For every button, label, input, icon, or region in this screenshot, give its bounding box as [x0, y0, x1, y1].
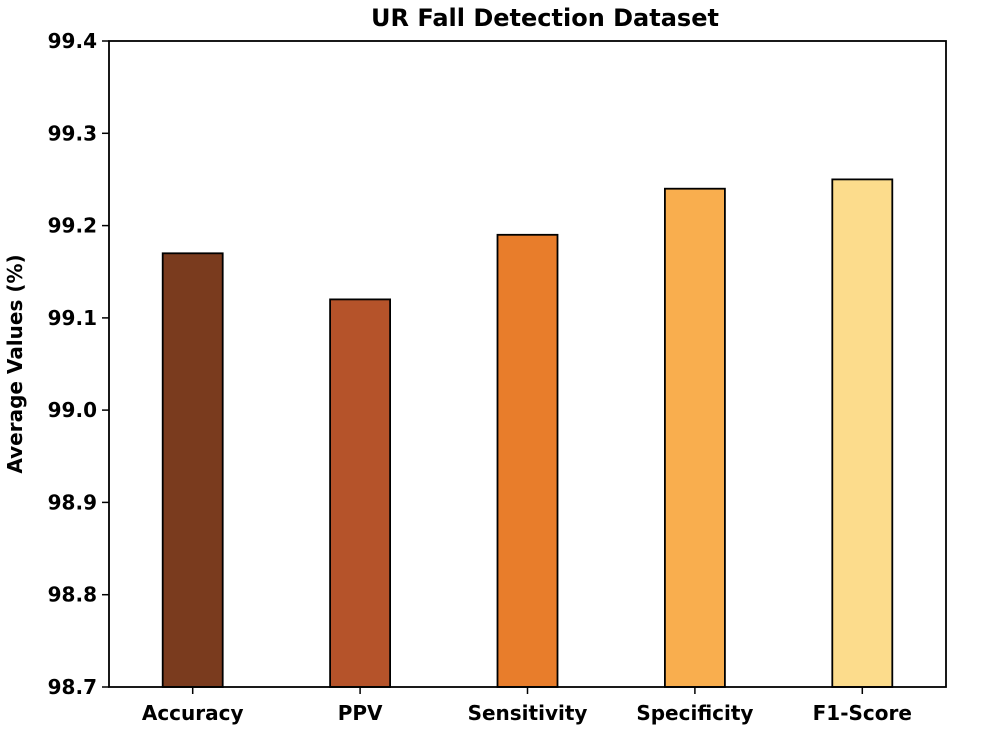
y-tick-label: 99.1 — [48, 306, 97, 330]
y-tick-label: 99.2 — [48, 214, 97, 238]
y-tick-label: 99.4 — [48, 29, 97, 53]
x-tick-label: Accuracy — [142, 701, 244, 725]
bar-accuracy — [161, 252, 224, 688]
y-tick-label: 98.9 — [48, 490, 97, 514]
bar-ppv — [329, 298, 392, 688]
chart-title: UR Fall Detection Dataset — [371, 4, 719, 32]
x-tick-label: PPV — [338, 701, 383, 725]
y-ticks-layer: 98.7 98.8 98.9 99.0 99.1 99.2 99.3 99.4 — [48, 29, 109, 699]
x-tick-label: Sensitivity — [468, 701, 588, 725]
y-tick-label: 99.0 — [48, 398, 97, 422]
bars-layer — [161, 178, 894, 688]
bar-sensitivity — [496, 233, 559, 688]
y-tick-label: 98.8 — [48, 583, 97, 607]
y-tick-label: 99.3 — [48, 121, 97, 145]
x-tick-label: F1-Score — [813, 701, 912, 725]
x-tick-label: Specificity — [636, 701, 753, 725]
bar-f1-score — [831, 178, 894, 688]
y-tick-label: 98.7 — [48, 675, 97, 699]
y-axis-label: Average Values (%) — [3, 254, 27, 473]
x-ticks-layer: Accuracy PPV Sensitivity Specificity F1-Scor… — [142, 687, 912, 725]
bar-specificity — [664, 187, 726, 688]
plot-frame — [108, 40, 947, 688]
